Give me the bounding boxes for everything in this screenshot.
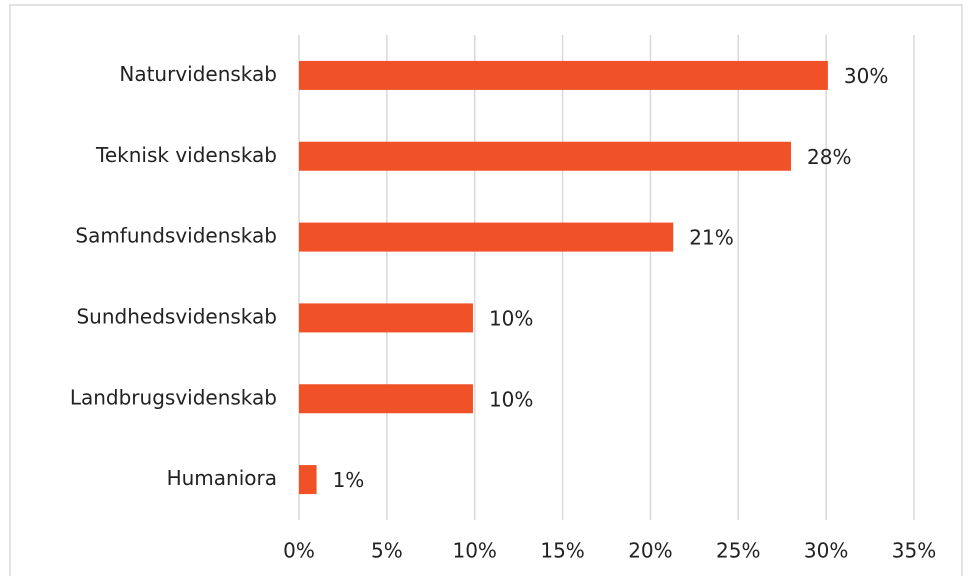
data-label: 10% (489, 387, 533, 411)
bar (299, 303, 473, 333)
data-label: 28% (807, 145, 851, 169)
x-tick-label: 5% (371, 539, 403, 563)
y-tick-label: Samfundsvidenskab (75, 224, 277, 248)
bar (299, 141, 791, 171)
x-tick-label: 10% (452, 539, 496, 563)
data-label: 10% (489, 306, 533, 330)
y-tick-label: Sundhedsvidenskab (76, 304, 277, 328)
x-tick-label: 0% (283, 539, 315, 563)
x-tick-label: 20% (628, 539, 672, 563)
y-tick-label: Landbrugsvidenskab (70, 385, 277, 409)
bar (299, 384, 473, 414)
x-tick-label: 30% (804, 539, 848, 563)
bar (299, 60, 828, 90)
chart-frame (9, 4, 963, 576)
data-label: 21% (689, 226, 733, 250)
x-tick-label: 35% (892, 539, 936, 563)
y-tick-label: Teknisk videnskab (95, 143, 277, 167)
bar (299, 222, 674, 252)
y-tick-label: Humaniora (167, 466, 277, 490)
data-label: 30% (844, 64, 888, 88)
x-tick-label: 25% (716, 539, 760, 563)
data-label: 1% (333, 468, 365, 492)
y-tick-label: Naturvidenskab (119, 62, 277, 86)
bar (299, 465, 317, 495)
x-tick-label: 15% (540, 539, 584, 563)
